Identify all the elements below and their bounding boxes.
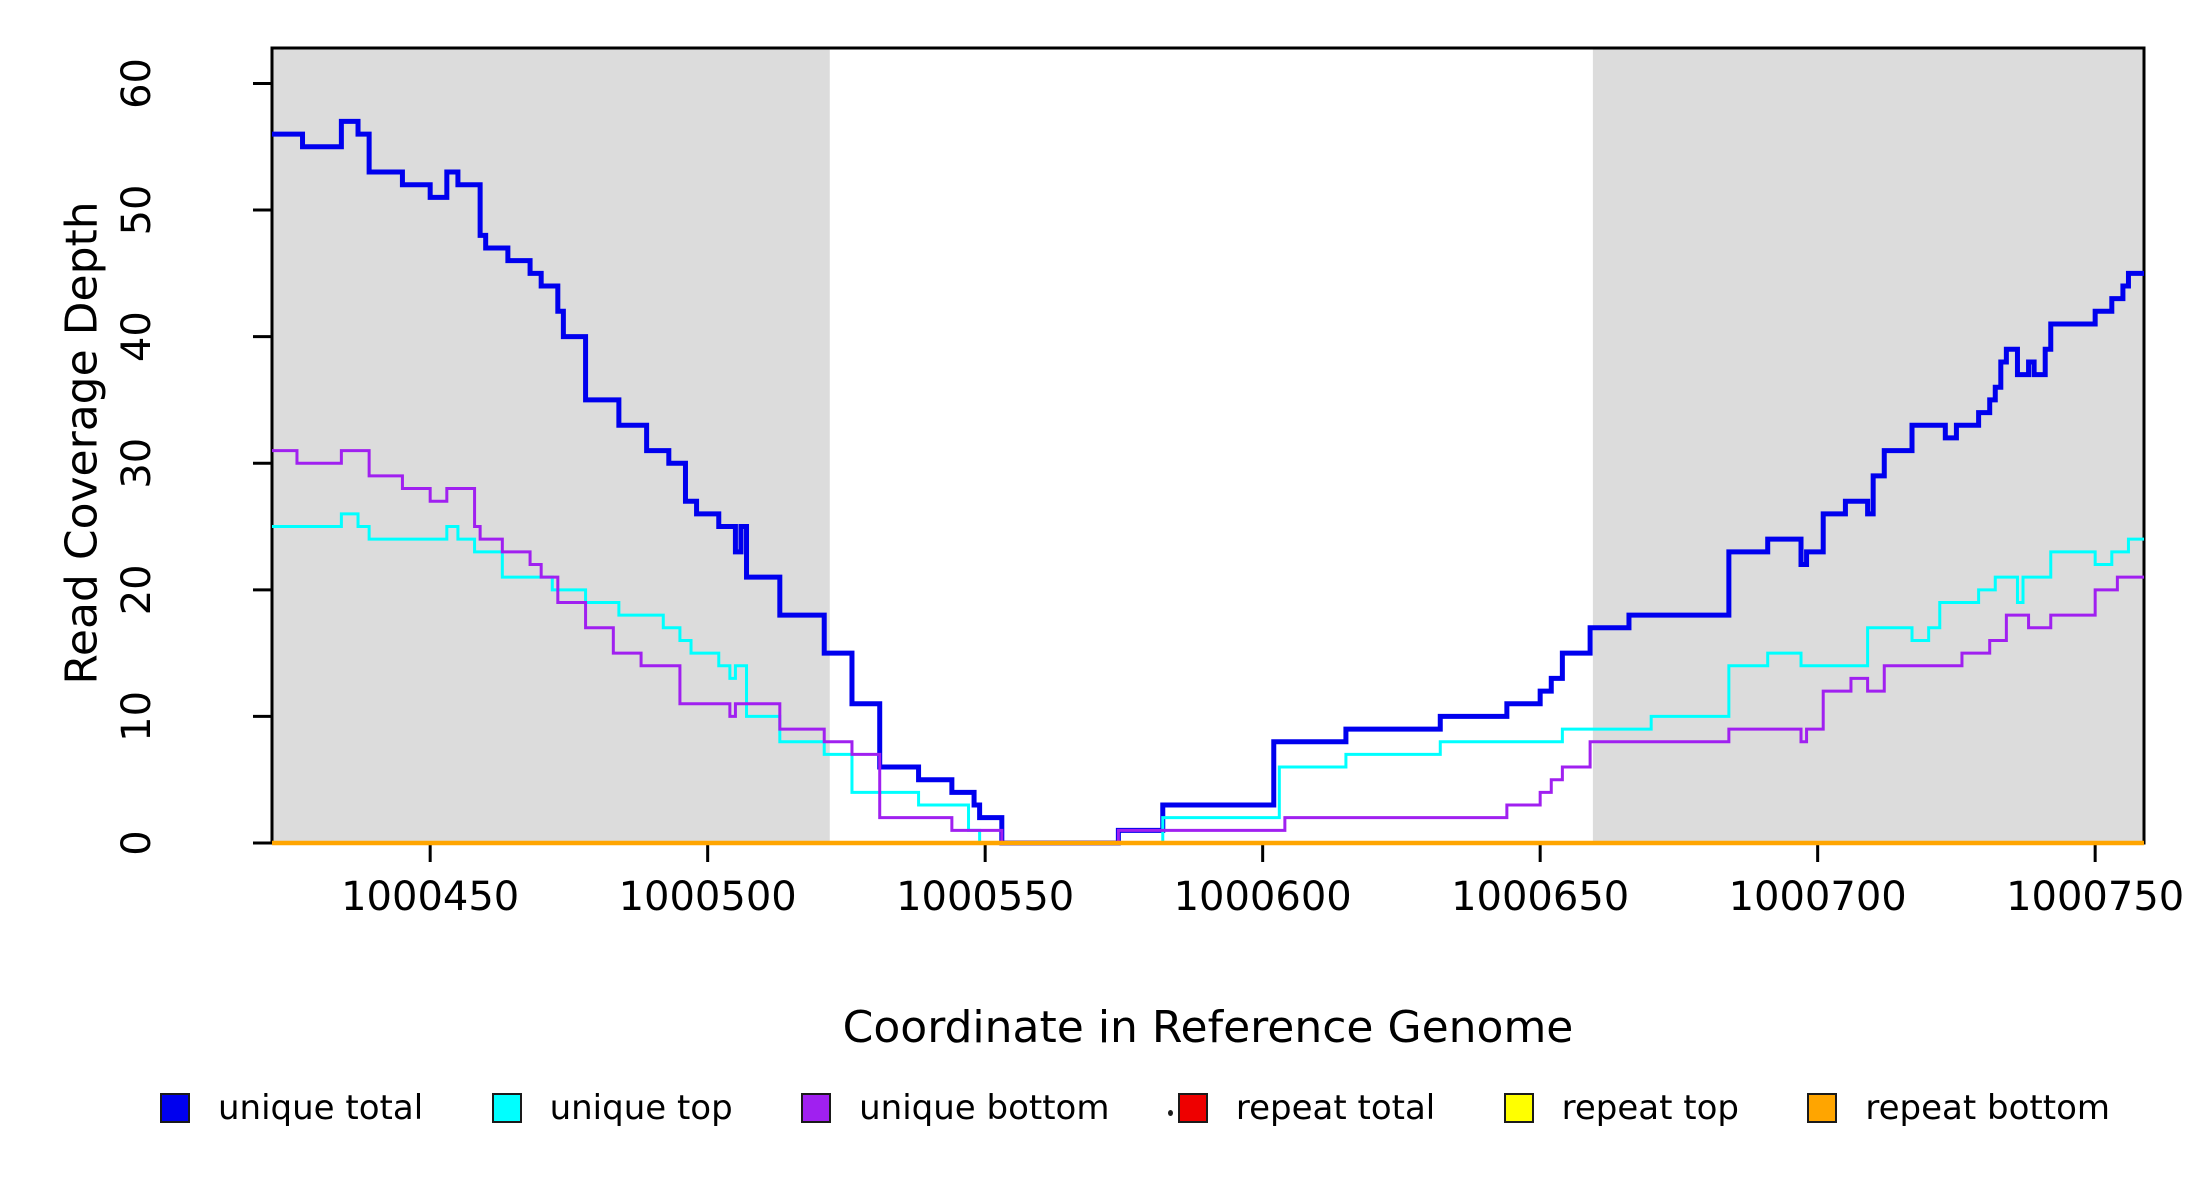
svg-text:0: 0 [114, 830, 160, 855]
x-axis-title: Coordinate in Reference Genome [842, 1002, 1574, 1053]
svg-text:60: 60 [114, 58, 160, 109]
legend-item-unique-total: unique total [160, 1088, 423, 1128]
svg-text:1000650: 1000650 [1451, 874, 1629, 920]
series-unique-bottom [272, 449, 2144, 845]
svg-text:40: 40 [114, 311, 160, 362]
svg-text:1000600: 1000600 [1174, 874, 1352, 920]
svg-text:30: 30 [114, 438, 160, 489]
svg-text:1000750: 1000750 [2006, 874, 2184, 920]
legend-label: unique total [218, 1088, 424, 1128]
chart-canvas: 1000450 1000500 1000550 1000600 1000650 10007… [114, 46, 2184, 920]
legend-item-repeat-bottom: repeat bottom [1807, 1088, 2110, 1128]
legend-item-repeat-top: repeat top [1503, 1088, 1739, 1128]
svg-text:1000550: 1000550 [896, 874, 1074, 920]
legend-label: repeat top [1561, 1088, 1739, 1128]
stray-mark [1168, 1110, 1173, 1116]
unique-bottom-swatch-icon [801, 1093, 832, 1123]
legend-item-unique-top: unique top [491, 1088, 733, 1128]
legend-label: repeat total [1235, 1088, 1436, 1128]
y-axis-title: Read Coverage Depth [56, 201, 108, 685]
svg-text:1000500: 1000500 [619, 874, 797, 920]
svg-text:1000450: 1000450 [341, 874, 519, 920]
svg-text:20: 20 [114, 564, 160, 615]
unique-top-swatch-icon [491, 1093, 522, 1123]
svg-text:50: 50 [114, 185, 160, 236]
legend-item-repeat-total: repeat total [1177, 1088, 1436, 1128]
svg-text:10: 10 [114, 691, 160, 742]
svg-text:1000700: 1000700 [1729, 874, 1907, 920]
unique-total-swatch-icon [160, 1093, 190, 1123]
legend-label: repeat bottom [1865, 1088, 2110, 1128]
repeat-bottom-swatch-icon [1807, 1093, 1838, 1123]
legend-label: unique top [549, 1088, 733, 1128]
legend: unique total unique top unique bottom re… [0, 1088, 2200, 1128]
legend-item-unique-bottom: unique bottom [801, 1088, 1109, 1128]
repeat-top-swatch-icon [1503, 1093, 1534, 1123]
repeat-total-swatch-icon [1177, 1093, 1208, 1123]
legend-label: unique bottom [859, 1088, 1110, 1128]
